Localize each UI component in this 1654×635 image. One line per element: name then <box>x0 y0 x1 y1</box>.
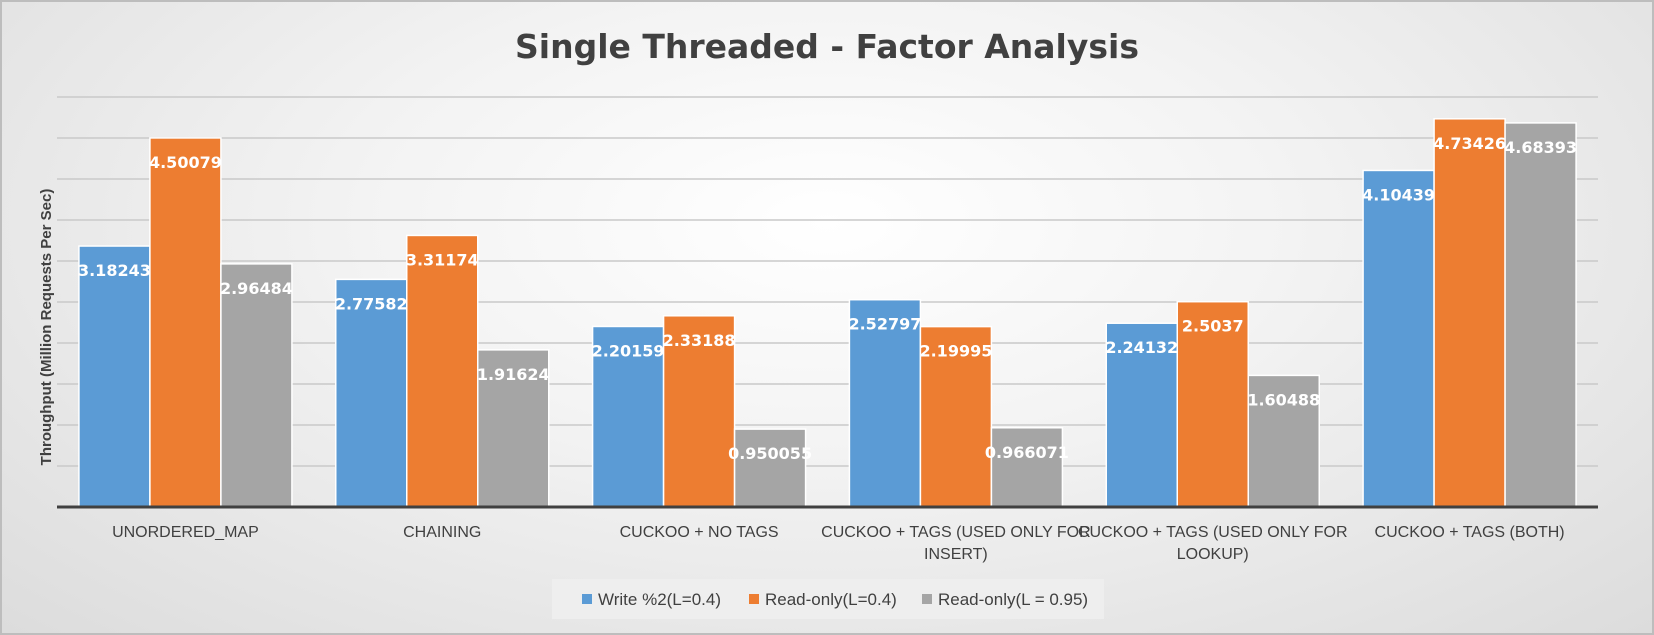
data-label: 4.10439 <box>1362 185 1435 204</box>
bar <box>149 137 222 508</box>
bar <box>1504 122 1577 508</box>
bar <box>1105 322 1178 508</box>
data-label: 2.24132 <box>1105 338 1178 357</box>
bar <box>335 278 408 508</box>
data-label: 3.31174 <box>406 250 479 269</box>
bar <box>990 427 1064 508</box>
x-tick-label: UNORDERED_MAP <box>112 524 259 541</box>
category-labels: UNORDERED_MAP CHAINING CUCKOO + NO TAGS CUC… <box>112 524 1565 563</box>
data-label: 2.19995 <box>919 342 992 361</box>
x-tick-label: CUCKOO + TAGS (USED ONLY FOR INSERT) <box>821 524 1091 563</box>
data-label: 2.33188 <box>663 331 736 350</box>
x-tick-label: CUCKOO + TAGS (BOTH) <box>1375 524 1565 541</box>
bar <box>1176 300 1249 508</box>
data-label: 2.52797 <box>848 315 921 334</box>
data-label: 4.68393 <box>1504 138 1577 157</box>
data-label: 1.60488 <box>1247 390 1320 409</box>
data-label: 2.77582 <box>335 294 408 313</box>
data-label: 2.20159 <box>592 341 665 360</box>
data-label: 0.966071 <box>985 443 1069 462</box>
bars <box>78 118 1577 508</box>
x-tick-label: CUCKOO + NO TAGS <box>620 524 779 541</box>
bar <box>78 245 151 508</box>
legend-label: Read-only(L=0.4) <box>765 590 897 609</box>
legend-item: Read-only(L=0.4) <box>749 590 897 609</box>
y-axis-label: Throughput (Million Requests Per Sec) <box>38 189 55 466</box>
data-label: 2.96484 <box>220 279 293 298</box>
bar <box>919 325 993 508</box>
x-tick-label: CHAINING <box>403 524 481 541</box>
legend-item: Read-only(L = 0.95) <box>922 590 1088 609</box>
legend-swatch <box>582 594 592 604</box>
legend-swatch <box>922 594 932 604</box>
data-label: 1.91624 <box>477 365 550 384</box>
data-labels: 3.18243 4.50079 2.96484 2.77582 3.31174 1.916… <box>78 134 1577 463</box>
chart-title: Single Threaded - Factor Analysis <box>515 27 1139 66</box>
bar <box>477 349 550 508</box>
bar <box>220 263 293 508</box>
data-label: 4.73426 <box>1433 134 1506 153</box>
legend-label: Read-only(L = 0.95) <box>938 590 1088 609</box>
legend-label: Write %2(L=0.4) <box>598 590 721 609</box>
data-label: 3.18243 <box>78 261 151 280</box>
legend-background <box>552 579 1104 619</box>
x-tick-label: CUCKOO + TAGS (USED ONLY FOR LOOKUP) <box>1078 524 1348 563</box>
bar <box>848 298 922 508</box>
bar <box>1247 374 1320 508</box>
bar <box>591 325 665 508</box>
legend-item: Write %2(L=0.4) <box>582 590 721 609</box>
bar <box>406 234 479 508</box>
data-label: 0.950055 <box>728 444 812 463</box>
data-label: 2.5037 <box>1182 317 1244 336</box>
legend-swatch <box>749 594 759 604</box>
bar <box>1433 118 1506 508</box>
legend: Write %2(L=0.4) Read-only(L=0.4) Read-only… <box>552 579 1104 619</box>
gridlines <box>57 96 1598 467</box>
legend-items: Write %2(L=0.4) Read-only(L=0.4) Read-only… <box>582 590 1088 609</box>
data-label: 4.50079 <box>149 153 222 172</box>
bar <box>733 428 807 508</box>
bar <box>1362 169 1435 508</box>
